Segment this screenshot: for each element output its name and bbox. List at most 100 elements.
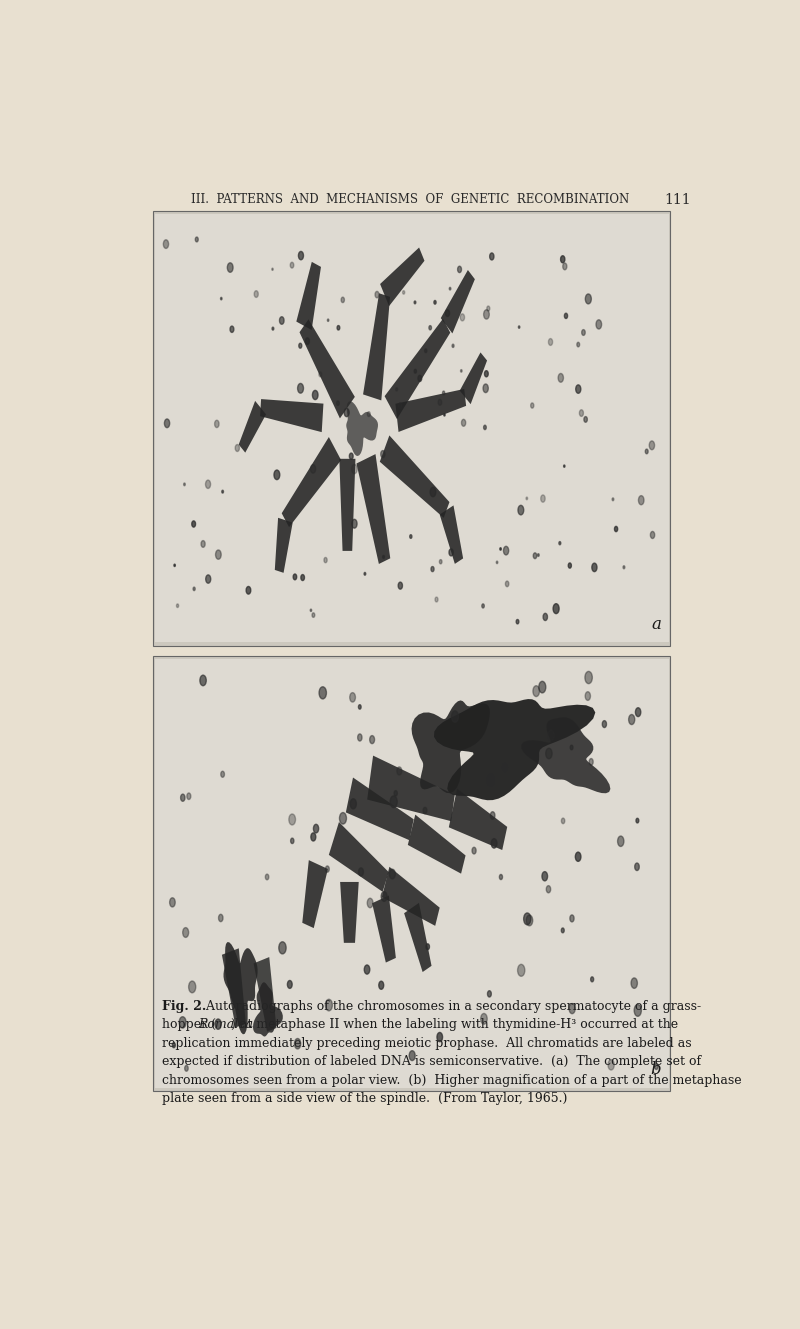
- Circle shape: [301, 574, 305, 581]
- Circle shape: [215, 550, 221, 560]
- Polygon shape: [380, 436, 450, 518]
- Circle shape: [612, 498, 614, 501]
- Circle shape: [163, 239, 169, 249]
- Circle shape: [170, 898, 175, 906]
- Circle shape: [375, 291, 379, 298]
- Circle shape: [451, 711, 458, 722]
- Circle shape: [585, 671, 592, 683]
- Circle shape: [426, 944, 430, 950]
- Text: Autoradiographs of the chromosomes in a secondary spermatocyte of a grass-: Autoradiographs of the chromosomes in a …: [198, 999, 701, 1013]
- Polygon shape: [339, 459, 355, 552]
- Circle shape: [344, 408, 349, 417]
- Circle shape: [562, 263, 567, 270]
- Circle shape: [570, 914, 574, 922]
- Circle shape: [398, 582, 402, 589]
- Circle shape: [484, 310, 490, 319]
- Circle shape: [279, 316, 284, 324]
- Circle shape: [579, 409, 583, 416]
- Polygon shape: [441, 270, 475, 334]
- Circle shape: [423, 807, 427, 813]
- Circle shape: [221, 298, 222, 300]
- Circle shape: [409, 1051, 415, 1061]
- Polygon shape: [357, 455, 390, 563]
- Polygon shape: [346, 401, 378, 456]
- Polygon shape: [296, 262, 321, 330]
- Circle shape: [575, 852, 581, 861]
- Circle shape: [503, 546, 509, 556]
- Circle shape: [430, 488, 436, 497]
- Circle shape: [172, 1043, 175, 1047]
- Circle shape: [319, 372, 322, 376]
- Circle shape: [290, 839, 294, 844]
- Circle shape: [390, 796, 397, 808]
- Circle shape: [431, 566, 434, 571]
- Circle shape: [367, 412, 370, 416]
- Bar: [154, 659, 669, 1087]
- Circle shape: [311, 833, 316, 841]
- Circle shape: [570, 746, 573, 750]
- Circle shape: [402, 291, 405, 294]
- Circle shape: [293, 574, 297, 579]
- Circle shape: [458, 266, 462, 272]
- Text: hopper (: hopper (: [162, 1018, 216, 1031]
- Circle shape: [438, 399, 442, 405]
- Circle shape: [586, 294, 591, 304]
- Circle shape: [306, 338, 310, 344]
- Circle shape: [549, 339, 553, 346]
- Polygon shape: [260, 399, 323, 432]
- Circle shape: [187, 793, 191, 800]
- Polygon shape: [434, 699, 595, 800]
- Circle shape: [472, 848, 476, 855]
- Text: Romalea: Romalea: [198, 1018, 253, 1031]
- Circle shape: [541, 494, 545, 502]
- Text: b: b: [650, 1062, 661, 1078]
- Circle shape: [483, 384, 488, 392]
- Circle shape: [518, 326, 520, 328]
- Circle shape: [491, 839, 497, 848]
- Circle shape: [310, 609, 312, 611]
- Circle shape: [327, 319, 329, 322]
- Polygon shape: [367, 756, 454, 821]
- Circle shape: [358, 734, 362, 742]
- Circle shape: [351, 464, 358, 473]
- Polygon shape: [253, 982, 283, 1037]
- Circle shape: [530, 403, 534, 408]
- Circle shape: [481, 1014, 487, 1025]
- Circle shape: [193, 587, 195, 590]
- Circle shape: [429, 326, 431, 330]
- Circle shape: [446, 310, 450, 316]
- Circle shape: [227, 263, 233, 272]
- Circle shape: [272, 327, 274, 330]
- Polygon shape: [275, 518, 293, 573]
- Polygon shape: [404, 902, 431, 971]
- Circle shape: [222, 490, 223, 493]
- Circle shape: [394, 791, 398, 796]
- Text: ) at metaphase II when the labeling with thymidine-H³ occurred at the: ) at metaphase II when the labeling with…: [231, 1018, 678, 1031]
- Circle shape: [450, 287, 451, 290]
- Text: expected if distribution of labeled DNA is semiconservative.  (a)  The complete : expected if distribution of labeled DNA …: [162, 1055, 701, 1069]
- Circle shape: [650, 441, 654, 449]
- Circle shape: [182, 928, 189, 937]
- Circle shape: [635, 708, 641, 716]
- Circle shape: [638, 496, 644, 505]
- Polygon shape: [223, 942, 258, 1034]
- Circle shape: [602, 720, 606, 727]
- Circle shape: [460, 314, 465, 320]
- Circle shape: [221, 771, 225, 777]
- Circle shape: [370, 735, 374, 744]
- Circle shape: [592, 563, 597, 571]
- Polygon shape: [385, 319, 450, 419]
- Polygon shape: [382, 867, 440, 926]
- Circle shape: [618, 836, 624, 847]
- Circle shape: [298, 343, 302, 348]
- Circle shape: [314, 824, 318, 833]
- Circle shape: [192, 521, 195, 528]
- Polygon shape: [408, 815, 466, 873]
- Polygon shape: [460, 352, 487, 404]
- Circle shape: [364, 965, 370, 974]
- Circle shape: [654, 1063, 658, 1070]
- Circle shape: [341, 298, 345, 303]
- Circle shape: [195, 237, 198, 242]
- Circle shape: [165, 419, 170, 428]
- Circle shape: [201, 541, 205, 548]
